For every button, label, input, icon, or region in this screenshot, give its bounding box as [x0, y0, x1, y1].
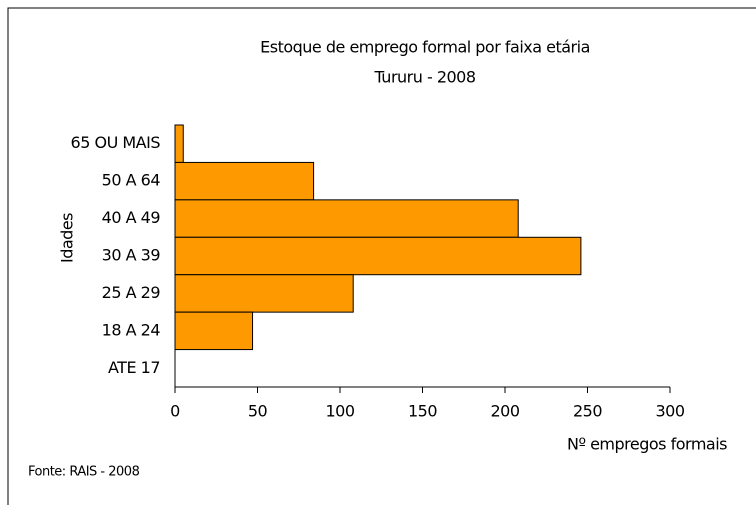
frame — [7, 7, 756, 505]
y-tick-label: 25 A 29 — [102, 283, 161, 302]
x-tick-label: 300 — [655, 402, 684, 421]
x-tick-label: 150 — [408, 402, 437, 421]
bar — [174, 161, 315, 201]
y-tick-label: ATE 17 — [108, 358, 160, 377]
y-tick-label: 30 A 39 — [102, 246, 161, 265]
bar — [174, 199, 519, 238]
x-tick-label: 200 — [490, 402, 519, 421]
chart-title: Estoque de emprego formal por faixa etár… — [260, 38, 590, 57]
y-tick-label: 65 OU MAIS — [71, 133, 161, 152]
y-axis-label: Idades — [58, 213, 77, 263]
x-axis-label: Nº empregos formais — [567, 435, 727, 454]
y-tick-label: 50 A 64 — [102, 171, 161, 190]
chart-subtitle: Tururu - 2008 — [373, 68, 475, 87]
bar — [174, 124, 184, 163]
x-tick-label: 100 — [325, 402, 354, 421]
bar — [174, 274, 354, 313]
y-tick-label: 40 A 49 — [102, 208, 161, 227]
bar — [174, 311, 254, 351]
y-tick-label: 18 A 24 — [102, 320, 161, 339]
source-note: Fonte: RAIS - 2008 — [28, 465, 140, 480]
bar — [174, 236, 582, 276]
x-tick-label: 250 — [573, 402, 602, 421]
x-tick-label: 50 — [248, 402, 268, 421]
x-tick-label: 0 — [170, 402, 180, 421]
